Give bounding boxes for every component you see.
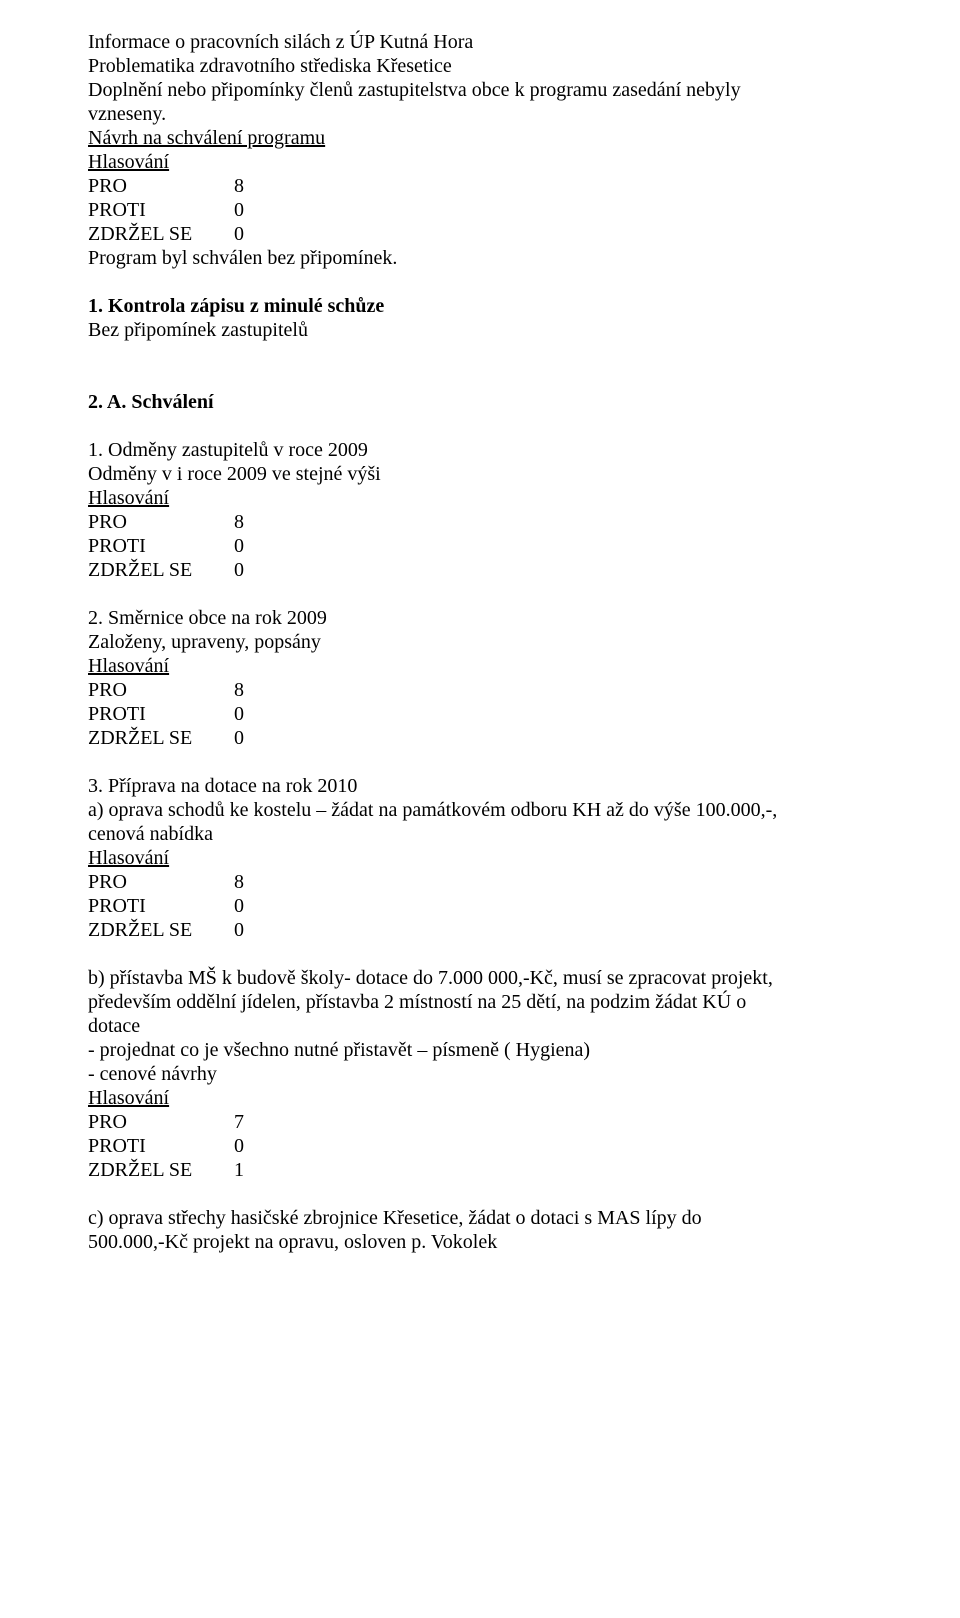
item-2-title: 2. Směrnice obce na rok 2009 <box>88 606 872 630</box>
intro-line-3a: Doplnění nebo připomínky členů zastupite… <box>88 78 872 102</box>
vote-proti-label: PROTI <box>88 894 234 918</box>
vote-row-zdrzel: ZDRŽEL SE 0 <box>88 726 872 750</box>
item-2-body: Založeny, upraveny, popsány <box>88 630 872 654</box>
proposal-heading: Návrh na schválení programu <box>88 126 872 150</box>
vote-row-pro: PRO 8 <box>88 510 872 534</box>
section-1-title: 1. Kontrola zápisu z minulé schůze <box>88 294 872 318</box>
vote-zdrzel-label: ZDRŽEL SE <box>88 726 234 750</box>
vote-proti-value: 0 <box>234 1134 244 1158</box>
item-3b-line2: především oddělní jídelen, přístavba 2 m… <box>88 990 872 1014</box>
vote-row-zdrzel: ZDRŽEL SE 0 <box>88 918 872 942</box>
vote-proti-value: 0 <box>234 198 244 222</box>
vote-proti-label: PROTI <box>88 702 234 726</box>
item-3b-vote-heading: Hlasování <box>88 1086 872 1110</box>
vote-pro-value: 8 <box>234 870 244 894</box>
vote-zdrzel-label: ZDRŽEL SE <box>88 222 234 246</box>
vote-row-proti: PROTI 0 <box>88 1134 872 1158</box>
vote-proti-value: 0 <box>234 894 244 918</box>
document-page: Informace o pracovních silách z ÚP Kutná… <box>0 0 960 1618</box>
vote-row-pro: PRO 7 <box>88 1110 872 1134</box>
item-3c-line2: 500.000,-Kč projekt na opravu, osloven p… <box>88 1230 872 1254</box>
vote-row-proti: PROTI 0 <box>88 894 872 918</box>
vote-zdrzel-label: ZDRŽEL SE <box>88 918 234 942</box>
vote-zdrzel-value: 0 <box>234 558 244 582</box>
vote-row-zdrzel: ZDRŽEL SE 0 <box>88 558 872 582</box>
vote-zdrzel-value: 0 <box>234 222 244 246</box>
vote-pro-label: PRO <box>88 1110 234 1134</box>
vote-row-pro: PRO 8 <box>88 678 872 702</box>
vote-heading: Hlasování <box>88 150 872 174</box>
vote-zdrzel-value: 1 <box>234 1158 244 1182</box>
item-3b-line3: dotace <box>88 1014 872 1038</box>
item-3a-vote-heading: Hlasování <box>88 846 872 870</box>
item-3a-line1: a) oprava schodů ke kostelu – žádat na p… <box>88 798 872 822</box>
vote-proti-label: PROTI <box>88 1134 234 1158</box>
section-2a-title: 2. A. Schválení <box>88 390 872 414</box>
vote-zdrzel-label: ZDRŽEL SE <box>88 558 234 582</box>
vote-proti-label: PROTI <box>88 534 234 558</box>
item-1-vote-heading: Hlasování <box>88 486 872 510</box>
intro-line-1: Informace o pracovních silách z ÚP Kutná… <box>88 30 872 54</box>
vote-proti-value: 0 <box>234 534 244 558</box>
vote-pro-label: PRO <box>88 510 234 534</box>
item-3b-line5: - cenové návrhy <box>88 1062 872 1086</box>
vote-zdrzel-value: 0 <box>234 726 244 750</box>
vote-row-pro: PRO 8 <box>88 870 872 894</box>
section-1-body: Bez připomínek zastupitelů <box>88 318 872 342</box>
vote-pro-value: 8 <box>234 678 244 702</box>
vote-row-zdrzel: ZDRŽEL SE 1 <box>88 1158 872 1182</box>
vote-pro-value: 8 <box>234 510 244 534</box>
item-3b-line1: b) přístavba MŠ k budově školy- dotace d… <box>88 966 872 990</box>
vote-row-pro: PRO 8 <box>88 174 872 198</box>
item-2-vote-heading: Hlasování <box>88 654 872 678</box>
vote-row-proti: PROTI 0 <box>88 198 872 222</box>
item-3c-line1: c) oprava střechy hasičské zbrojnice Kře… <box>88 1206 872 1230</box>
vote-pro-label: PRO <box>88 870 234 894</box>
item-3-title: 3. Příprava na dotace na rok 2010 <box>88 774 872 798</box>
vote-pro-value: 7 <box>234 1110 244 1134</box>
vote-proti-value: 0 <box>234 702 244 726</box>
vote-pro-label: PRO <box>88 174 234 198</box>
vote-proti-label: PROTI <box>88 198 234 222</box>
item-1-title: 1. Odměny zastupitelů v roce 2009 <box>88 438 872 462</box>
vote-pro-label: PRO <box>88 678 234 702</box>
vote-row-proti: PROTI 0 <box>88 534 872 558</box>
item-3a-line2: cenová nabídka <box>88 822 872 846</box>
vote-row-zdrzel: ZDRŽEL SE 0 <box>88 222 872 246</box>
vote-zdrzel-value: 0 <box>234 918 244 942</box>
vote-pro-value: 8 <box>234 174 244 198</box>
vote-row-proti: PROTI 0 <box>88 702 872 726</box>
intro-line-3b: vzneseny. <box>88 102 872 126</box>
intro-line-2: Problematika zdravotního střediska Křese… <box>88 54 872 78</box>
program-result: Program byl schválen bez připomínek. <box>88 246 872 270</box>
item-3b-line4: - projednat co je všechno nutné přistavě… <box>88 1038 872 1062</box>
item-1-body: Odměny v i roce 2009 ve stejné výši <box>88 462 872 486</box>
vote-zdrzel-label: ZDRŽEL SE <box>88 1158 234 1182</box>
